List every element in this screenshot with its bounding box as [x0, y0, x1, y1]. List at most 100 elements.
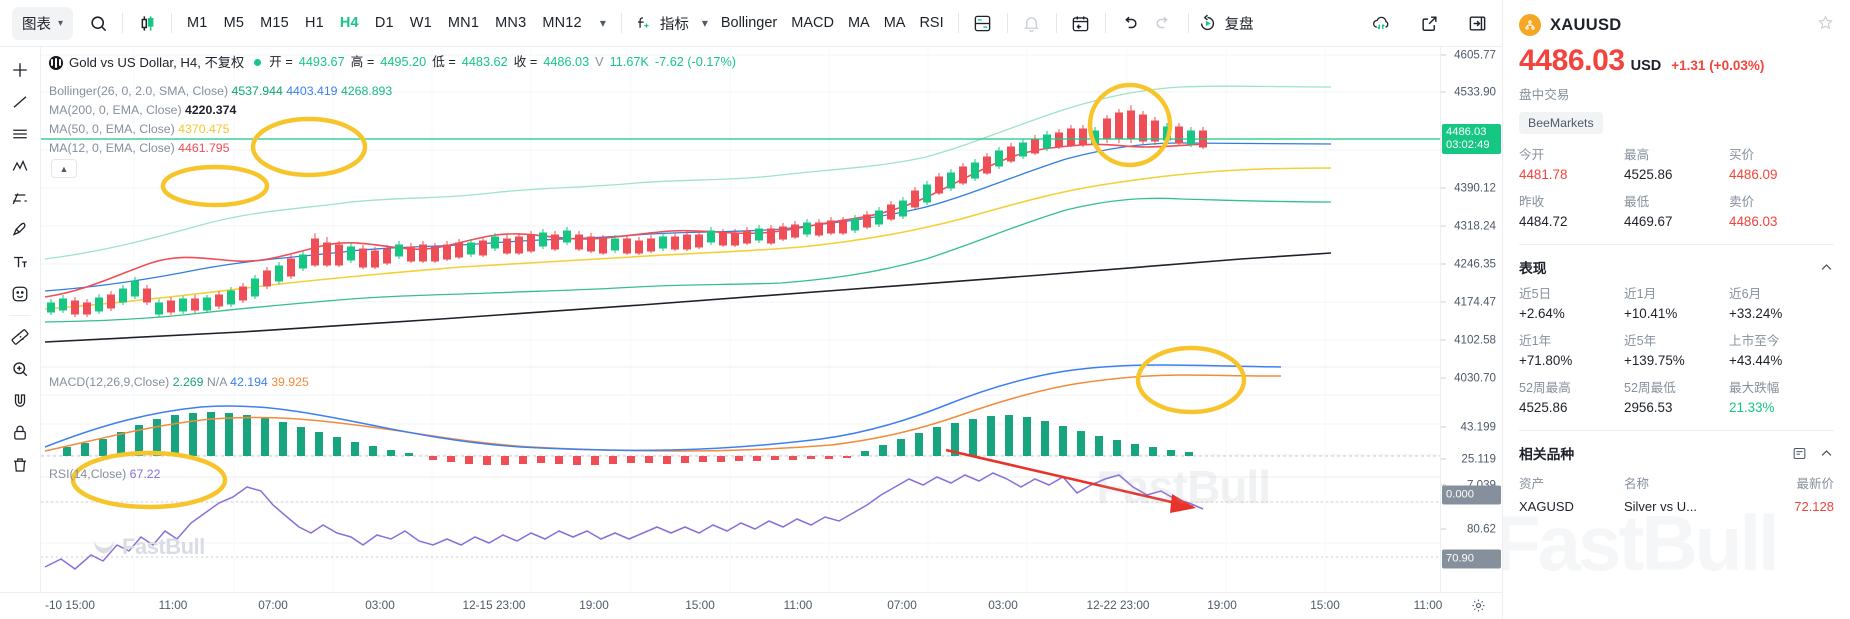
current-price-badge: 4486.03 03:02:49	[1442, 124, 1501, 154]
ruler-icon[interactable]	[5, 322, 35, 352]
toolbar-divider	[171, 13, 173, 33]
table-row[interactable]: XAGUSD Silver vs U... 72.128	[1503, 492, 1850, 514]
emoji-icon[interactable]	[5, 279, 35, 309]
macd-pane	[41, 364, 1440, 465]
price-pane	[41, 85, 1440, 343]
candlestick-icon[interactable]	[130, 6, 164, 40]
star-outline-icon[interactable]	[1817, 14, 1834, 36]
timeframe-mn3[interactable]: MN3	[495, 15, 527, 31]
perf-cell: 52周最高 4525.86	[1519, 379, 1624, 417]
price-tick	[1441, 377, 1446, 379]
indicator-chip-rsi[interactable]: RSI	[919, 15, 944, 31]
timeframe-more-chevron-down-icon[interactable]: ▾	[599, 16, 606, 30]
bollinger-lower	[44, 197, 1332, 323]
timeframe-w1[interactable]: W1	[409, 15, 432, 31]
timeframe-h1[interactable]: H1	[304, 15, 324, 31]
macd-zero-badge: 0.000	[1442, 485, 1501, 505]
perf-value: +2.64%	[1519, 306, 1565, 321]
lock-icon[interactable]	[5, 418, 35, 448]
time-axis[interactable]: -10 15:00 11:00 07:00 03:00 12-15 23:00 …	[0, 592, 1502, 619]
time-label-0: -10 15:00	[45, 598, 95, 612]
plot-wrapper[interactable]: Gold vs US Dollar, H4, 不复权 开 = 4493.67 高…	[41, 47, 1502, 607]
price-scale[interactable]: 4605.77 4533.90 4486.03 03:02:49 4390.12…	[1440, 47, 1502, 607]
chart-column: 图表 ▾ M1 M5 M15 H1 H4 D1 W1 MN1 MN3	[0, 0, 1502, 619]
macd-label-0: 43.199	[1460, 420, 1496, 434]
perf-label: 上市至今	[1729, 334, 1780, 348]
time-label-2: 07:00	[258, 598, 288, 612]
perf-value: +43.44%	[1729, 353, 1783, 368]
related-header-asset: 资产	[1519, 477, 1545, 491]
timeframe-d1[interactable]: D1	[374, 15, 394, 31]
quote-cell: 最低 4469.67	[1624, 193, 1729, 231]
panel-last-price: 4486.03	[1519, 44, 1625, 77]
indicator-chip-ma-1[interactable]: MA	[847, 15, 870, 31]
cloud-sync-icon[interactable]	[1364, 6, 1398, 40]
price-tick	[1441, 225, 1446, 227]
indicators-label[interactable]: 指标	[659, 16, 689, 33]
brush-icon[interactable]	[5, 215, 35, 245]
replay-icon[interactable]	[1196, 6, 1220, 40]
performance-title: 表现	[1519, 261, 1547, 276]
indicator-chip-ma-2[interactable]: MA	[883, 15, 906, 31]
timeframe-h4[interactable]: H4	[339, 15, 359, 31]
related-header-name: 名称	[1623, 477, 1649, 491]
timeframe-m15[interactable]: M15	[260, 15, 289, 31]
fibonacci-icon[interactable]	[5, 151, 35, 181]
timeframe-mn12[interactable]: MN12	[542, 15, 582, 31]
tools-divider	[9, 315, 31, 316]
channel-icon[interactable]	[5, 183, 35, 213]
legend-collapse-button[interactable]: ▲	[51, 159, 77, 178]
panel-divider	[1519, 244, 1834, 245]
layout-icon[interactable]	[966, 6, 1000, 40]
text-icon[interactable]	[5, 247, 35, 277]
indicators-chevron-down-icon[interactable]: ▾	[701, 16, 708, 30]
zoom-in-icon[interactable]	[5, 354, 35, 384]
chevron-up-icon[interactable]	[1819, 446, 1834, 461]
redo-icon[interactable]	[1147, 6, 1181, 40]
related-row-price: 72.128	[1794, 499, 1834, 514]
undo-icon[interactable]	[1113, 6, 1147, 40]
bell-alert-icon[interactable]	[1015, 6, 1049, 40]
horizontal-lines-icon[interactable]	[5, 119, 35, 149]
collapse-panel-icon[interactable]	[1460, 6, 1494, 40]
list-icon[interactable]	[1792, 446, 1807, 461]
grid-vertical	[133, 47, 1326, 592]
perf-value: 21.33%	[1729, 400, 1775, 415]
time-label-5: 19:00	[579, 598, 609, 612]
trash-icon[interactable]	[5, 450, 35, 480]
macd-signal-line	[44, 374, 1282, 452]
magnet-icon[interactable]	[5, 386, 35, 416]
performance-collapse-button[interactable]	[1819, 260, 1834, 275]
pane-separators	[41, 366, 1440, 478]
toolbar-divider	[957, 13, 959, 33]
quote-label: 买价	[1729, 148, 1755, 162]
search-icon[interactable]	[81, 6, 115, 40]
perf-value: +10.41%	[1624, 306, 1678, 321]
perf-value: +33.24%	[1729, 306, 1783, 321]
share-external-icon[interactable]	[1412, 6, 1446, 40]
quote-value: 4486.09	[1729, 167, 1778, 182]
timeframe-m1[interactable]: M1	[187, 15, 208, 31]
annotation-rsi-label-highlight	[70, 450, 228, 510]
timeframe-m5[interactable]: M5	[223, 15, 245, 31]
settings-gear-icon[interactable]	[1471, 598, 1486, 618]
function-fx-icon[interactable]	[629, 6, 655, 40]
bollinger-upper	[44, 85, 1332, 260]
chart-menu-button[interactable]: 图表 ▾	[12, 6, 74, 40]
perf-cell: 最大跌幅 21.33%	[1729, 379, 1834, 417]
timeframe-mn1[interactable]: MN1	[447, 15, 480, 31]
indicator-chip-macd[interactable]: MACD	[791, 15, 834, 31]
time-label-8: 07:00	[887, 598, 917, 612]
indicator-chip-bollinger[interactable]: Bollinger	[720, 15, 778, 31]
crosshair-icon[interactable]	[5, 55, 35, 85]
plot-area[interactable]: Gold vs US Dollar, H4, 不复权 开 = 4493.67 高…	[41, 47, 1440, 592]
trendline-icon[interactable]	[5, 87, 35, 117]
toolbar-divider	[1104, 13, 1106, 33]
calendar-back-icon[interactable]	[1064, 6, 1098, 40]
perf-label: 近5日	[1519, 287, 1552, 301]
replay-label[interactable]: 复盘	[1224, 16, 1254, 33]
price-tick	[1441, 339, 1446, 341]
macd-label-1: 25.119	[1461, 452, 1496, 466]
price-label-5: 4174.47	[1454, 295, 1496, 309]
chevron-up-icon	[1821, 263, 1832, 270]
